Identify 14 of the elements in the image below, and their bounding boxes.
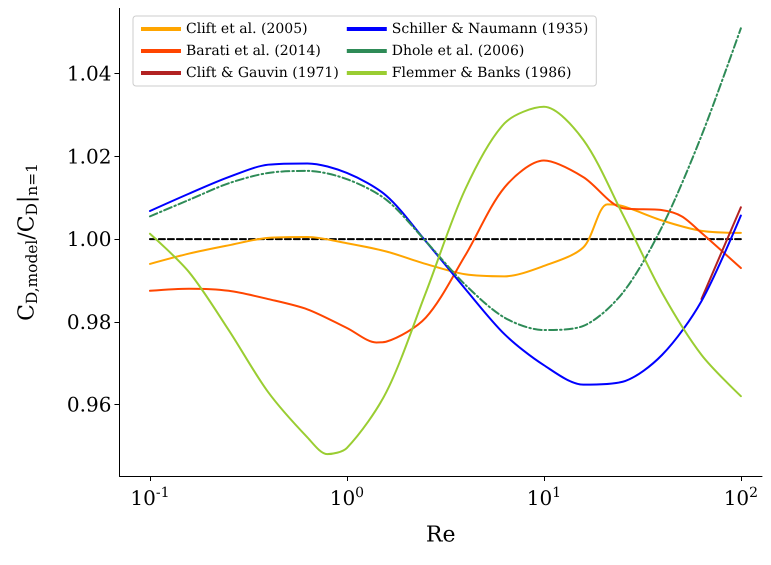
line-series [148, 162, 742, 386]
x-axis-title: Re [426, 522, 456, 548]
y-tick-label: 1.00 [66, 227, 112, 252]
y-tick-label: 1.04 [66, 62, 112, 86]
legend-label: Dhole et al. (2006) [392, 43, 524, 59]
legend-label: Clift & Gauvin (1971) [186, 65, 339, 81]
y-tick-label: 0.98 [66, 310, 112, 334]
y-tick-label: 0.96 [66, 392, 112, 416]
legend-label: Flemmer & Banks (1986) [392, 65, 572, 81]
y-tick-label: 1.02 [66, 144, 112, 168]
legend-label: Barati et al. (2014) [186, 43, 321, 59]
legend-label: Schiller & Naumann (1935) [392, 21, 588, 37]
legend-label: Clift et al. (2005) [186, 21, 308, 37]
y-axis-title: CD,model/CD|n=1 [14, 163, 41, 321]
